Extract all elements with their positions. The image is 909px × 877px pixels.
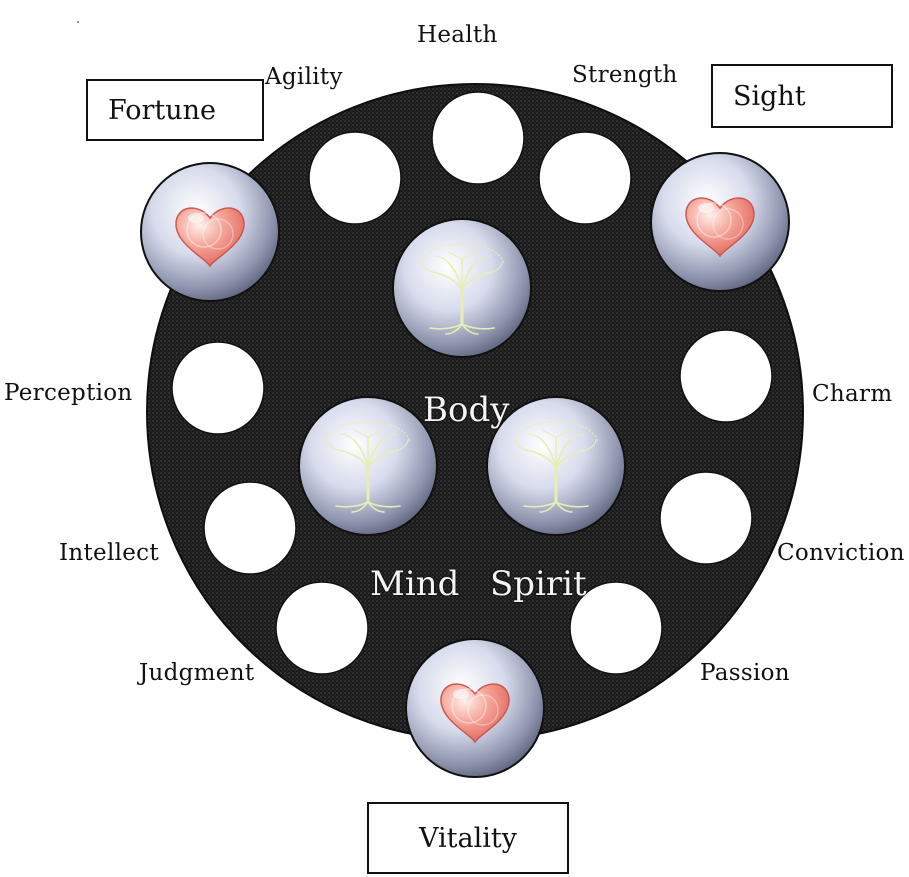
slot-strength[interactable] — [538, 131, 632, 225]
slot-intellect[interactable] — [203, 481, 297, 575]
slot-health[interactable] — [431, 91, 525, 185]
passion-label: Passion — [700, 660, 790, 686]
heart-orb-sight[interactable] — [650, 152, 790, 292]
sight-label: Sight — [733, 80, 806, 112]
heart-orb-fortune[interactable] — [140, 162, 280, 302]
body-label: Body — [423, 390, 510, 430]
spirit-label: Spirit — [490, 564, 587, 604]
slot-judgment[interactable] — [275, 581, 369, 675]
agility-label: Agility — [265, 64, 343, 90]
slot-perception[interactable] — [171, 341, 265, 435]
stray-dot — [77, 21, 79, 23]
intellect-label: Intellect — [59, 540, 159, 566]
slot-passion[interactable] — [569, 581, 663, 675]
fortune-box[interactable]: Fortune — [86, 79, 264, 141]
vitality-box[interactable]: Vitality — [367, 802, 569, 874]
mind-label: Mind — [370, 564, 460, 604]
conviction-label: Conviction — [777, 540, 905, 566]
strength-label: Strength — [572, 62, 678, 88]
perception-label: Perception — [4, 380, 133, 406]
charm-label: Charm — [812, 381, 893, 407]
slot-charm[interactable] — [679, 329, 773, 423]
tree-orb-spirit[interactable] — [486, 396, 626, 536]
tree-orb-body[interactable] — [392, 218, 532, 358]
vitality-label: Vitality — [419, 822, 517, 854]
tree-orb-mind[interactable] — [298, 396, 438, 536]
heart-orb-vitality[interactable] — [405, 638, 545, 778]
fortune-label: Fortune — [108, 94, 217, 126]
slot-agility[interactable] — [308, 131, 402, 225]
slot-conviction[interactable] — [659, 471, 753, 565]
judgment-label: Judgment — [139, 660, 255, 686]
sight-box[interactable]: Sight — [711, 64, 893, 128]
health-label: Health — [417, 22, 498, 48]
